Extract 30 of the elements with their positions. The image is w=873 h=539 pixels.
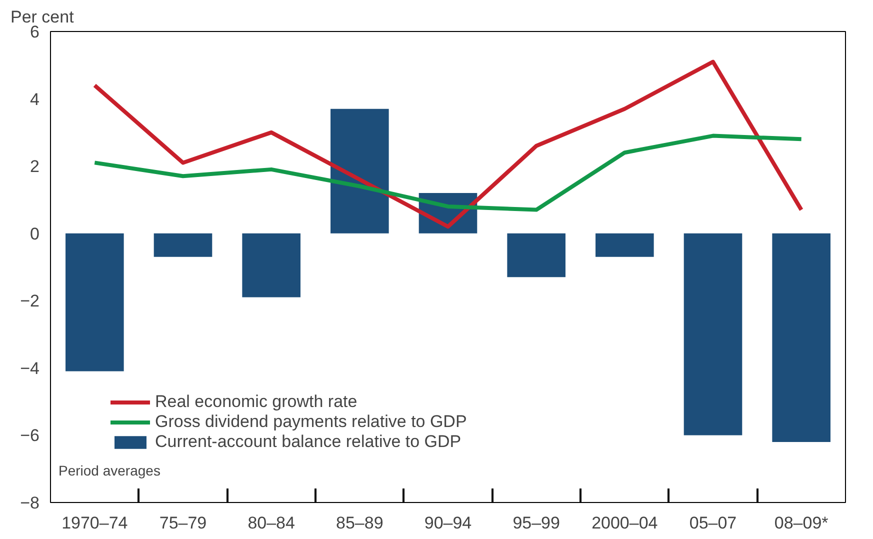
- bar: [507, 233, 566, 278]
- line-series: [92, 60, 804, 229]
- y-tick-label: −2: [20, 292, 40, 311]
- bar: [330, 108, 389, 234]
- bar: [154, 233, 212, 257]
- x-tick-label: 85–89: [336, 514, 384, 532]
- bar: [772, 233, 830, 442]
- x-tick-label: 95–99: [512, 514, 560, 532]
- bar: [684, 233, 742, 436]
- legend-label: Current-account balance relative to GDP: [155, 432, 462, 452]
- y-tick-label: −4: [20, 358, 40, 378]
- x-tick-label: 1970–74: [62, 514, 128, 532]
- x-tick-label: 80–84: [248, 514, 295, 532]
- x-tick-label: 90–94: [424, 514, 472, 532]
- y-tick-label: 0: [30, 224, 40, 244]
- bar: [242, 233, 300, 298]
- line-series: [92, 134, 804, 212]
- annotation: Period averages: [58, 462, 160, 478]
- legend-label: Real economic growth rate: [155, 392, 358, 412]
- x-tick-label: 05–07: [689, 514, 737, 532]
- y-tick-label: 2: [30, 157, 40, 176]
- x-tick-label: 08–09*: [774, 514, 829, 532]
- x-tick-label: 75–79: [159, 514, 207, 532]
- x-tick-label: 2000–04: [592, 514, 658, 532]
- y-tick-label: 4: [30, 90, 40, 109]
- y-tick-label: −8: [20, 494, 40, 512]
- bar: [66, 233, 124, 372]
- y-tick-label: −6: [20, 426, 40, 446]
- legend-label: Gross dividend payments relative to GDP: [155, 412, 467, 432]
- bar: [596, 233, 654, 257]
